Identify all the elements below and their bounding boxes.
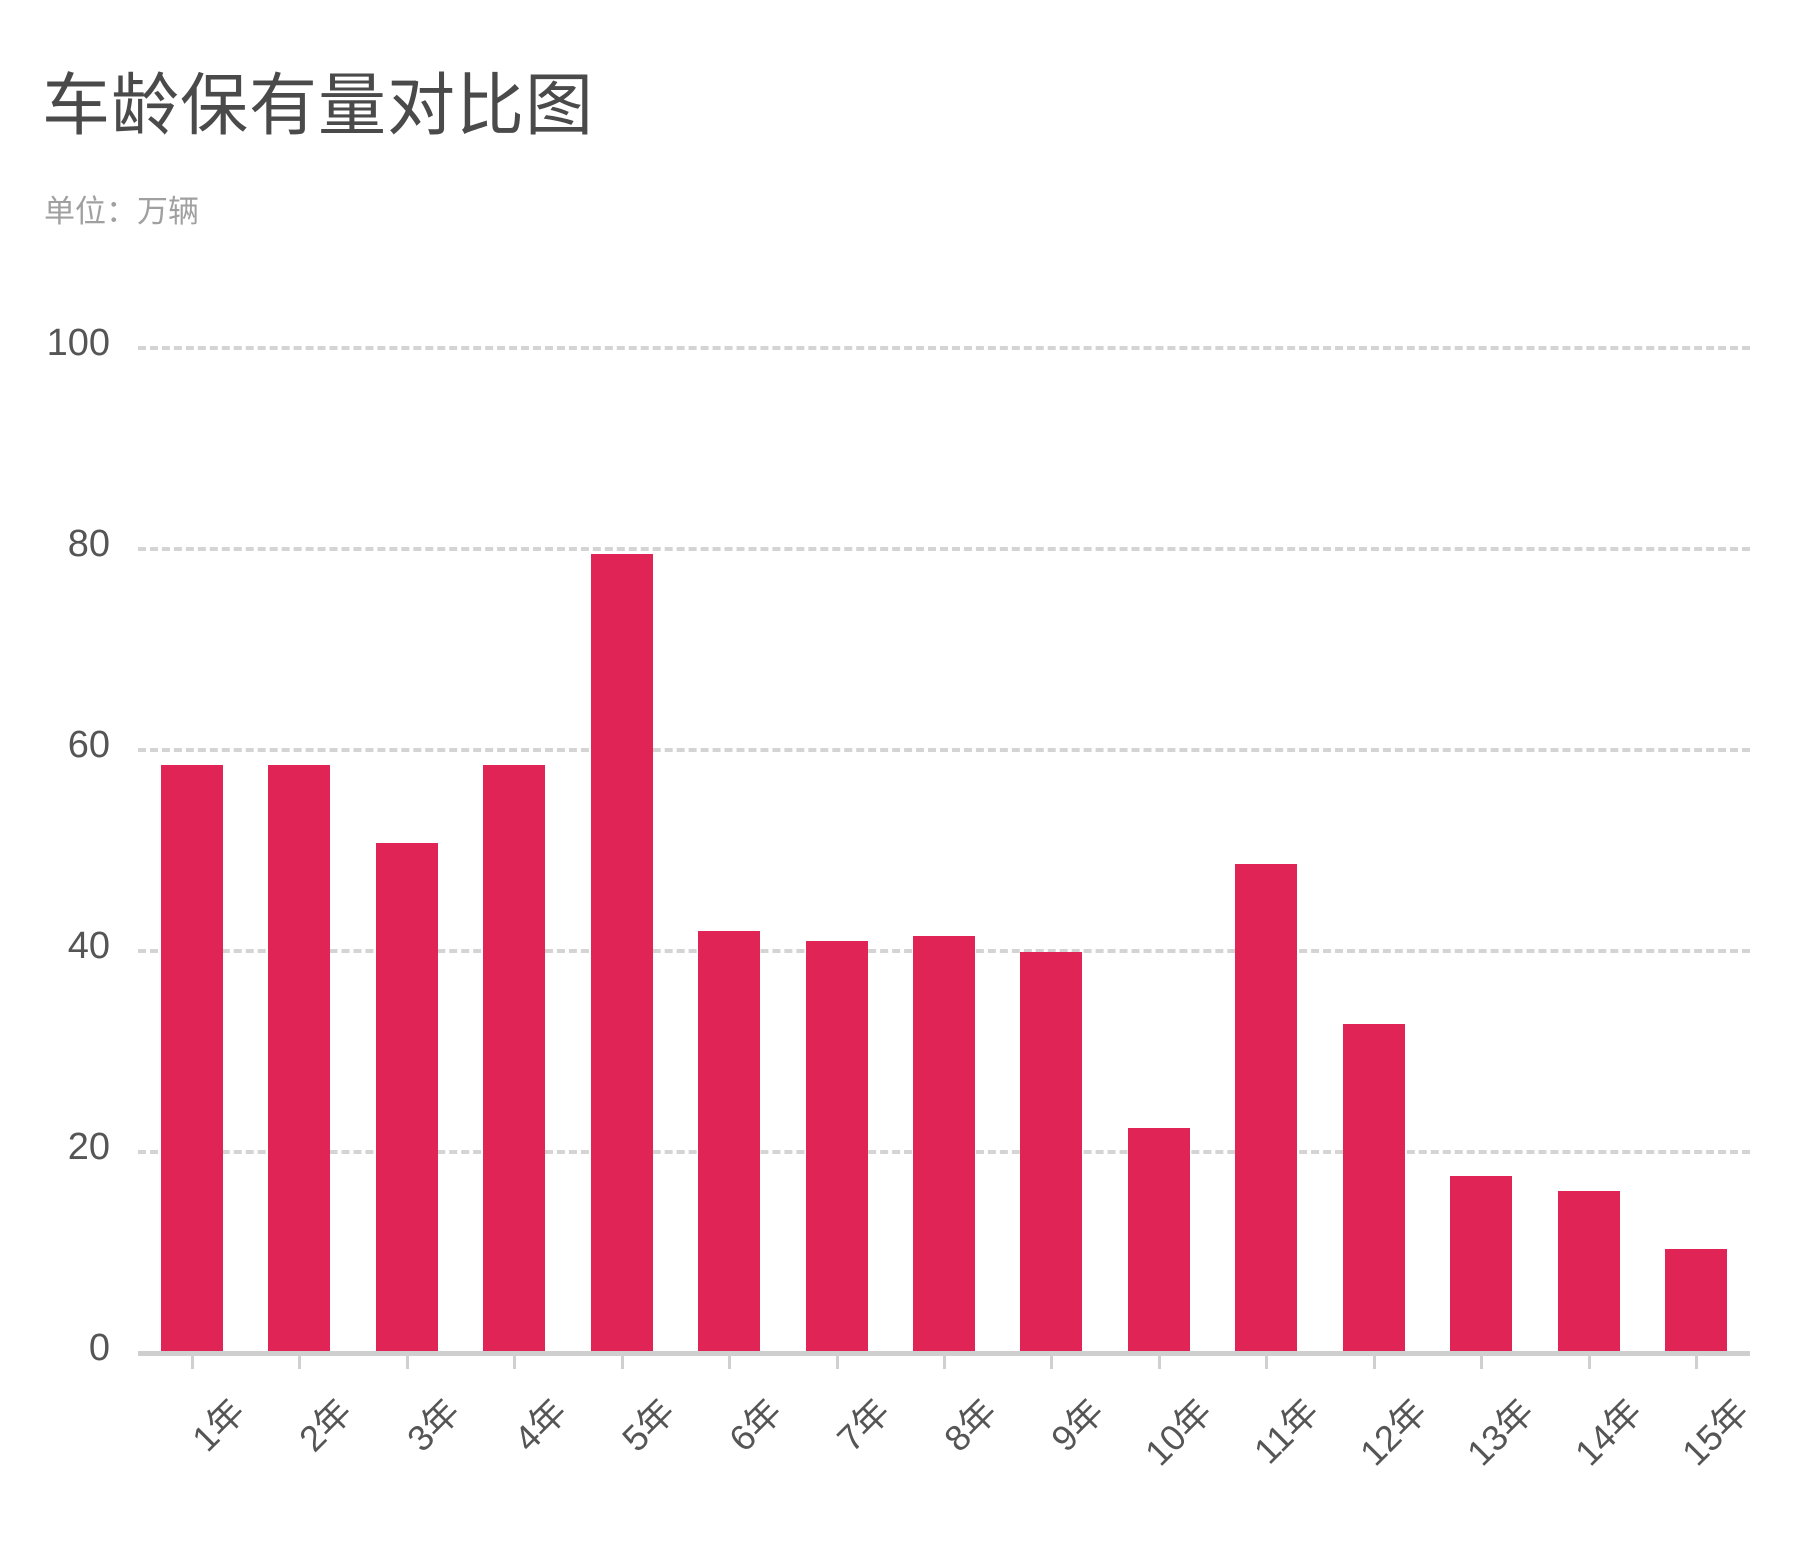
bar[interactable] (1235, 863, 1298, 1351)
x-axis-tick (728, 1351, 732, 1369)
bar[interactable] (805, 940, 868, 1351)
x-axis-tick (1587, 1351, 1591, 1369)
bar[interactable] (1557, 1191, 1620, 1351)
bar[interactable] (375, 843, 438, 1351)
x-axis-tick (943, 1351, 946, 1369)
bar[interactable] (1020, 952, 1083, 1351)
bar[interactable] (1450, 1176, 1513, 1351)
bar[interactable] (590, 554, 653, 1351)
x-axis-tick (513, 1351, 517, 1369)
bar[interactable] (268, 765, 331, 1351)
bar[interactable] (1127, 1127, 1190, 1351)
y-axis-tick-label: 0 (88, 1327, 110, 1369)
x-axis-tick (835, 1351, 839, 1369)
bar-series (160, 554, 1728, 1351)
x-axis-tick (298, 1351, 302, 1369)
x-axis-tick (1695, 1351, 1699, 1369)
chart-unit-subtitle: 单位：万辆 (44, 194, 199, 229)
bar-chart-plot-area: 0 20 40 60 80 100 1年 2年 3年 4年 5年 6年 7年 8年 9年 10年 11年 12年… (46, 322, 1757, 1473)
gridline (138, 346, 1750, 350)
x-axis-tick (405, 1351, 409, 1369)
y-axis-tick-label: 100 (46, 322, 110, 364)
y-axis-tick-label: 20 (67, 1126, 110, 1168)
x-axis-tick (620, 1351, 624, 1369)
x-axis-tick (1265, 1351, 1269, 1369)
x-axis-tick (1050, 1351, 1054, 1369)
bar[interactable] (1665, 1248, 1728, 1351)
x-axis-tick (190, 1351, 194, 1369)
bar[interactable] (160, 765, 223, 1351)
bar[interactable] (913, 935, 975, 1351)
chart-page: 车龄保有量对比图 单位：万辆 0 20 40 60 80 100 1年 2年 3年 4年 5年 6年… (42, 68, 1757, 1474)
gridline (138, 748, 1750, 752)
y-axis-tick-label: 60 (67, 724, 110, 766)
y-axis-tick-label: 80 (67, 523, 110, 565)
gridline (138, 547, 1750, 551)
x-axis-tick (1372, 1351, 1376, 1369)
y-axis-tick-label: 40 (67, 925, 110, 967)
page-title: 车龄保有量对比图 (42, 68, 595, 144)
bar[interactable] (483, 765, 546, 1351)
bar[interactable] (698, 930, 761, 1351)
bar[interactable] (1342, 1024, 1405, 1351)
x-axis-tick (1157, 1351, 1161, 1369)
x-axis-tick (1480, 1351, 1484, 1369)
